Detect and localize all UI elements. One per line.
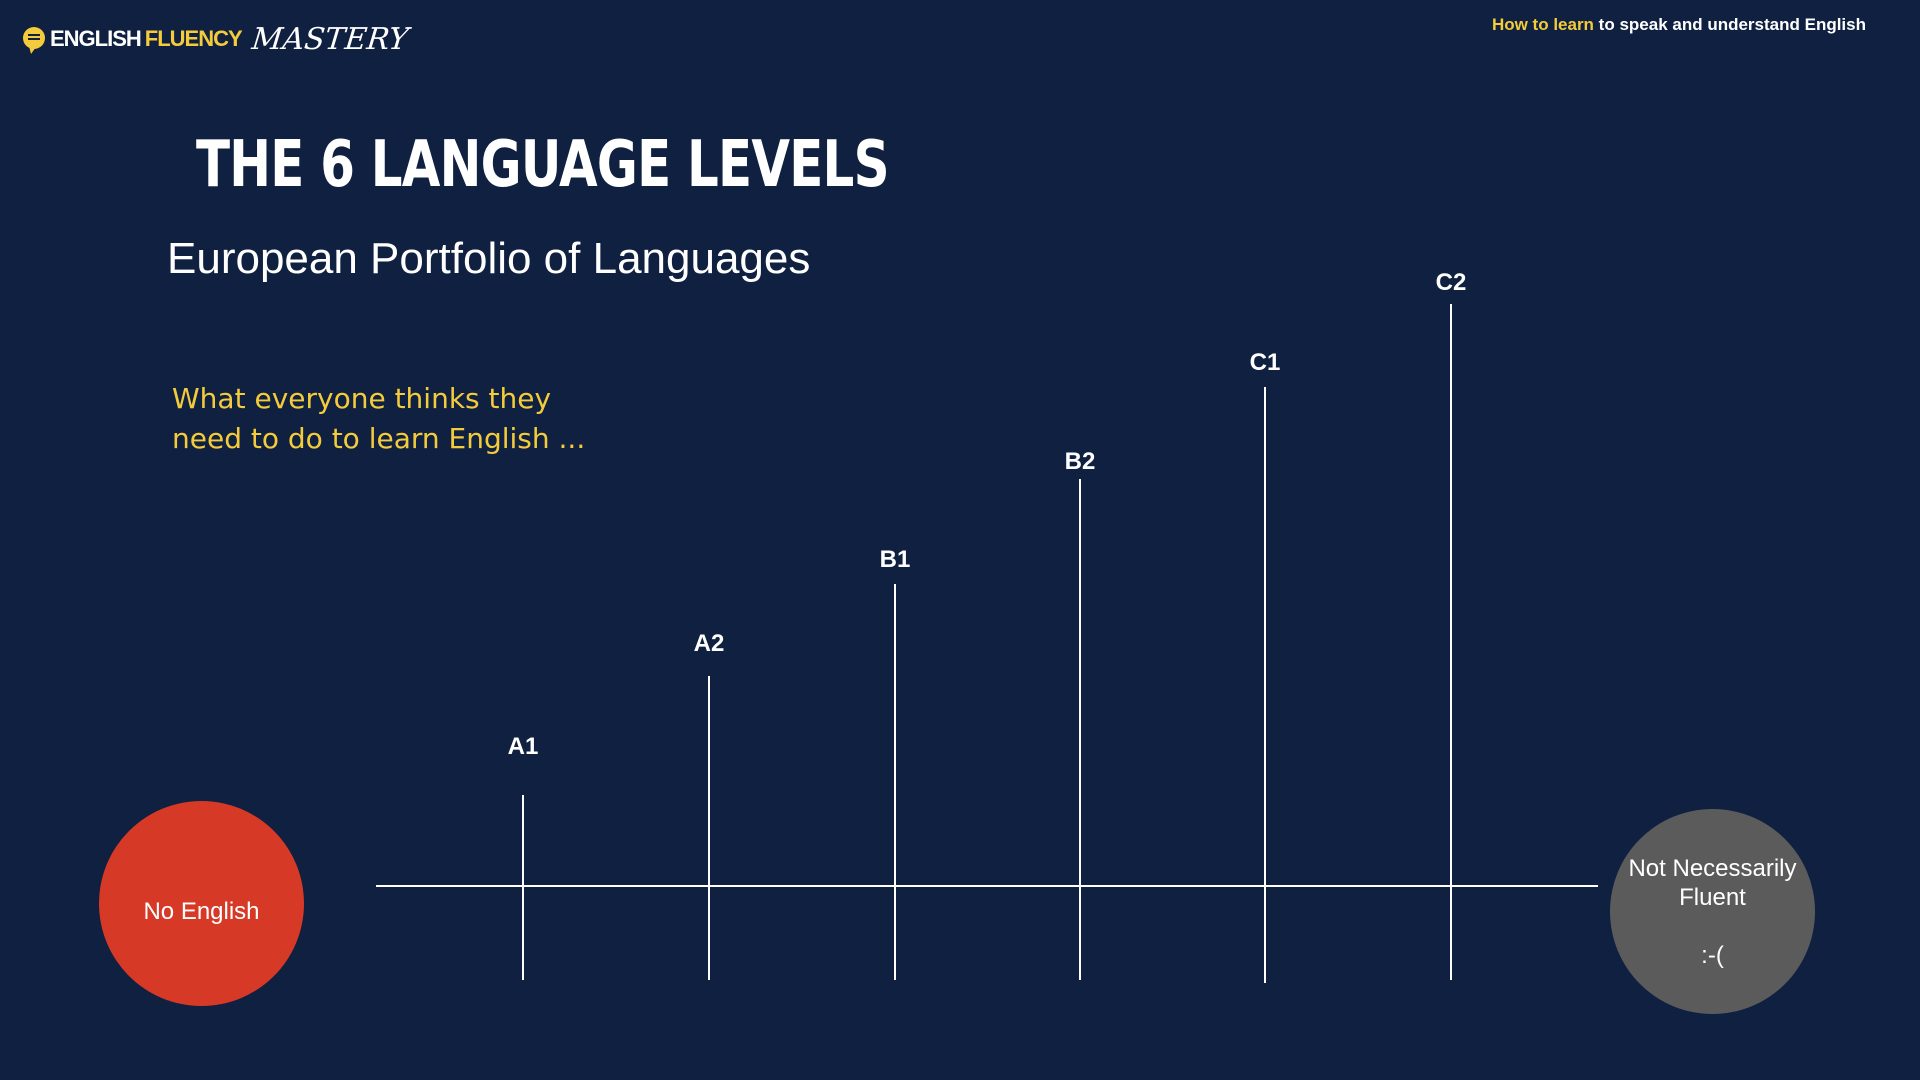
tagline-highlight: How to learn — [1491, 15, 1594, 34]
level-label-b2: B2 — [1065, 448, 1096, 475]
brand-logo[interactable]: ENGLISH FLUENCY MASTERY — [22, 22, 410, 57]
start-circle-label: No English — [143, 897, 260, 925]
end-circle-line-2: Fluent — [1679, 883, 1746, 911]
speech-bubble-icon — [22, 27, 46, 54]
slide-title: THE 6 LANGUAGE LEVELS — [196, 128, 890, 202]
logo-word-english: ENGLISH — [50, 26, 142, 51]
slide-subtitle: European Portfolio of Languages — [167, 234, 811, 283]
level-label-a2: A2 — [694, 630, 725, 657]
logo-word-fluency: FLUENCY — [144, 26, 243, 51]
annotation-line-1: What everyone thinks they — [172, 382, 552, 415]
start-circle-no-english: No English — [99, 801, 304, 1006]
level-label-c1: C1 — [1250, 349, 1281, 376]
end-circle-line-3: :-( — [1701, 941, 1724, 969]
header-tagline: How to learn to speak and understand Eng… — [1492, 15, 1866, 35]
level-label-c2: C2 — [1436, 269, 1467, 296]
annotation-note: What everyone thinks they need to do to … — [172, 379, 692, 459]
tagline-rest: to speak and understand English — [1593, 15, 1866, 34]
end-circle-not-fluent: Not Necessarily Fluent :-( — [1610, 809, 1815, 1014]
level-label-a1: A1 — [508, 733, 539, 760]
level-label-b1: B1 — [880, 546, 911, 573]
annotation-line-2: need to do to learn English ... — [172, 422, 586, 455]
end-circle-line-1: Not Necessarily — [1628, 854, 1797, 882]
